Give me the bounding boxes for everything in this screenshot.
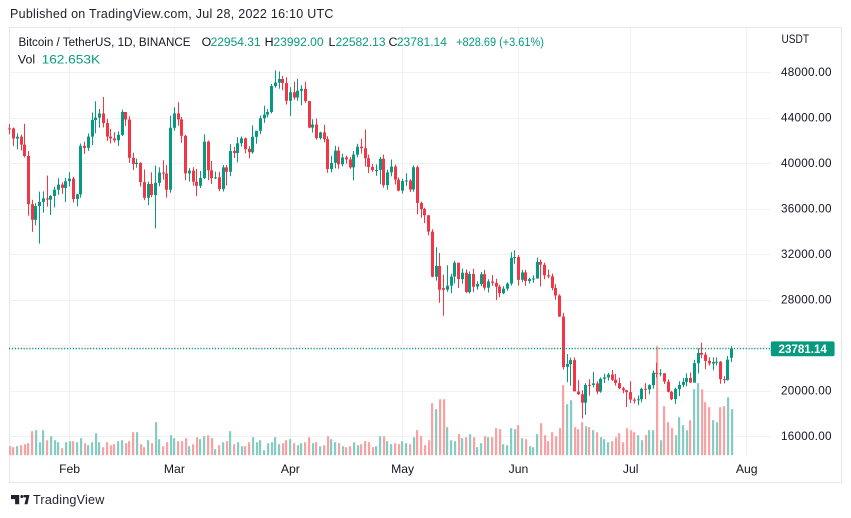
svg-text:USDT: USDT bbox=[782, 33, 810, 46]
svg-text:44000.00: 44000.00 bbox=[781, 111, 832, 124]
svg-text:22954.31: 22954.31 bbox=[211, 35, 261, 49]
svg-text:28000.00: 28000.00 bbox=[781, 294, 832, 307]
svg-text:L: L bbox=[329, 35, 336, 49]
svg-text:162.653K: 162.653K bbox=[42, 53, 101, 67]
svg-text:20000.00: 20000.00 bbox=[781, 385, 832, 398]
svg-text:Apr: Apr bbox=[281, 462, 300, 476]
svg-text:23781.14: 23781.14 bbox=[779, 343, 828, 356]
svg-text:36000.00: 36000.00 bbox=[781, 202, 832, 215]
svg-text:40000.00: 40000.00 bbox=[781, 157, 832, 170]
svg-text:May: May bbox=[391, 462, 415, 476]
svg-text:23781.14: 23781.14 bbox=[397, 35, 447, 49]
svg-text:Vol: Vol bbox=[18, 53, 35, 67]
svg-text:O: O bbox=[202, 35, 212, 49]
svg-text:Jul: Jul bbox=[623, 462, 639, 476]
svg-text:16000.00: 16000.00 bbox=[781, 430, 832, 443]
svg-text:22582.13: 22582.13 bbox=[336, 35, 386, 49]
svg-text:H: H bbox=[265, 35, 274, 49]
svg-text:32000.00: 32000.00 bbox=[781, 248, 832, 261]
svg-text:23992.00: 23992.00 bbox=[274, 35, 324, 49]
svg-text:Mar: Mar bbox=[164, 462, 185, 476]
svg-text:C: C bbox=[389, 35, 398, 49]
svg-text:+828.69 (+3.61%): +828.69 (+3.61%) bbox=[456, 35, 544, 49]
svg-text:Jun: Jun bbox=[509, 462, 529, 476]
svg-text:Feb: Feb bbox=[59, 462, 80, 476]
svg-text:Bitcoin / TetherUS, 1D, BINANC: Bitcoin / TetherUS, 1D, BINANCE bbox=[19, 35, 191, 49]
svg-text:Aug: Aug bbox=[736, 462, 758, 476]
svg-text:48000.00: 48000.00 bbox=[781, 66, 832, 79]
